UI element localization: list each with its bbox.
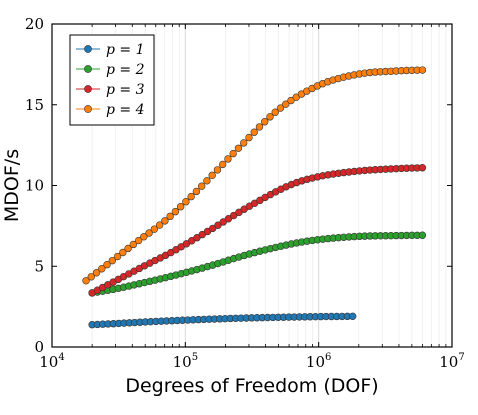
legend-label: p = 2 — [106, 62, 145, 78]
data-point — [287, 96, 295, 105]
legend: p = 1 p = 2 p = 3 p = 4 — [69, 34, 155, 126]
data-point — [103, 261, 111, 269]
data-point — [261, 118, 269, 126]
data-point — [129, 240, 138, 249]
x-axis-title: Degrees of Freedom (DOF) — [125, 375, 378, 397]
series-1 — [88, 312, 357, 329]
y-axis-title: MDOF/s — [1, 149, 23, 222]
data-point — [240, 139, 248, 147]
data-point — [214, 221, 222, 229]
data-point — [250, 128, 258, 136]
data-point — [155, 221, 164, 229]
series-line — [91, 167, 423, 294]
data-point — [418, 164, 427, 172]
data-point — [171, 207, 180, 216]
data-point — [197, 182, 206, 190]
series-3 — [88, 164, 427, 297]
data-point — [124, 244, 132, 253]
data-point — [276, 104, 285, 112]
data-point — [140, 233, 148, 241]
legend-item: p = 3 — [76, 82, 145, 98]
legend-label: p = 3 — [106, 82, 145, 98]
series-group — [82, 66, 427, 329]
legend-box — [69, 34, 155, 126]
x-tick-label: 106 — [306, 352, 331, 371]
data-point — [98, 265, 106, 273]
data-point — [119, 248, 127, 257]
series-4 — [82, 66, 427, 285]
data-point — [134, 236, 143, 245]
data-point — [182, 198, 190, 206]
legend-marker — [84, 85, 92, 93]
data-point — [213, 166, 222, 174]
data-point — [92, 269, 101, 277]
data-point — [187, 192, 195, 201]
data-point — [161, 217, 169, 225]
legend-label: p = 4 — [106, 102, 145, 118]
data-point — [176, 203, 185, 211]
data-point — [282, 100, 290, 108]
data-point — [166, 212, 174, 221]
data-point — [224, 155, 232, 163]
data-point — [271, 108, 279, 116]
data-point — [87, 273, 95, 281]
data-point — [82, 277, 90, 285]
data-point — [234, 144, 243, 152]
data-point — [266, 113, 274, 121]
x-tick-label: 105 — [173, 352, 198, 371]
data-point — [208, 171, 216, 180]
data-point — [229, 149, 237, 158]
data-point — [108, 256, 117, 265]
data-point — [255, 123, 264, 131]
legend-marker — [84, 105, 92, 113]
legend-item: p = 1 — [76, 42, 145, 58]
data-point — [150, 225, 159, 233]
legend-marker — [84, 65, 92, 73]
legend-item: p = 4 — [76, 102, 145, 118]
legend-item: p = 2 — [76, 62, 145, 78]
data-point — [218, 160, 227, 169]
tick-group: 0 5 10 15 20 104 105 106 107 — [25, 15, 465, 371]
y-tick-label: 10 — [25, 177, 44, 195]
data-point — [224, 215, 233, 223]
data-point — [145, 229, 153, 237]
legend-marker — [84, 45, 92, 53]
data-point — [418, 66, 427, 74]
y-tick-label: 20 — [25, 15, 44, 33]
data-point — [349, 312, 357, 321]
y-tick-label: 5 — [34, 257, 44, 275]
series-2 — [88, 231, 427, 297]
data-point — [203, 177, 211, 185]
data-point — [219, 218, 227, 226]
x-tick-label: 104 — [39, 352, 64, 371]
x-tick-label: 107 — [439, 352, 464, 371]
y-tick-label: 15 — [25, 96, 44, 114]
y-tick-label: 0 — [34, 338, 44, 356]
data-point — [192, 187, 201, 196]
data-point — [113, 252, 122, 261]
legend-label: p = 1 — [106, 42, 145, 58]
data-point — [245, 133, 253, 142]
data-point — [418, 231, 427, 239]
